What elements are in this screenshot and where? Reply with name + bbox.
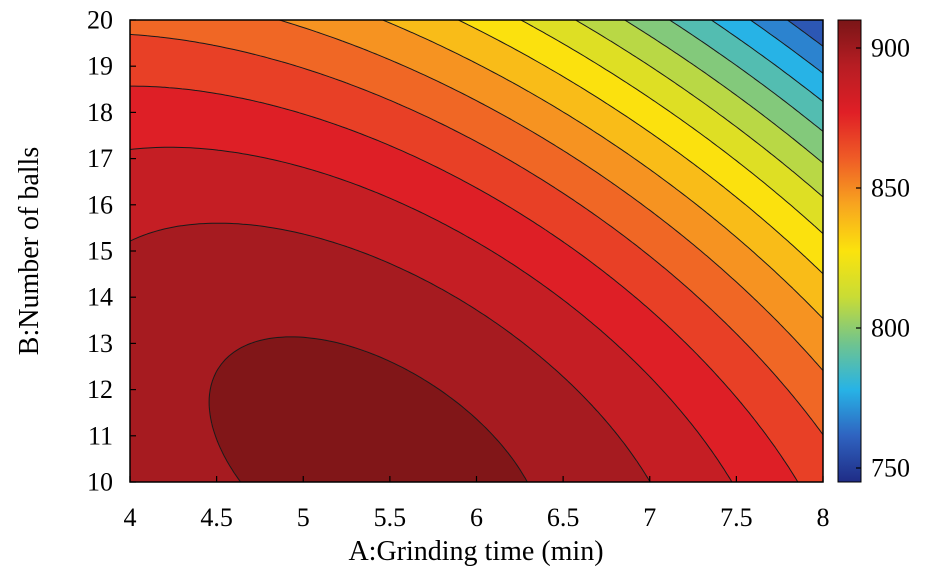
y-tick-label: 13	[87, 329, 113, 358]
x-tick-label: 5.5	[374, 503, 407, 532]
x-tick-label: 6	[470, 503, 483, 532]
x-tick-label: 7.5	[720, 503, 753, 532]
x-tick-label: 5	[297, 503, 310, 532]
x-tick-label: 7	[643, 503, 656, 532]
y-axis: 10 11 12 13 14 15 16 17 18 19 20	[87, 6, 136, 497]
y-tick-label: 18	[87, 98, 113, 127]
colorbar-ticks: 750 800 850 900	[856, 34, 910, 483]
y-tick-label: 16	[87, 190, 113, 219]
y-tick-label: 20	[87, 6, 113, 35]
x-tick-label: 8	[817, 503, 830, 532]
y-tick-label: 11	[88, 421, 113, 450]
colorbar-tick-label: 800	[871, 314, 910, 343]
x-axis: 4 4.5 5 5.5 6 6.5 7 7.5 8	[124, 476, 830, 532]
y-tick-label: 17	[87, 144, 113, 173]
x-tick-label: 6.5	[547, 503, 580, 532]
y-tick-label: 19	[87, 52, 113, 81]
colorbar-tick-label: 750	[871, 454, 910, 483]
y-tick-label: 14	[87, 283, 113, 312]
colorbar-tick-label: 900	[871, 34, 910, 63]
heatmap-surface	[130, 20, 823, 482]
x-axis-title: A:Grinding time (min)	[348, 536, 603, 567]
y-tick-label: 15	[87, 237, 113, 266]
y-tick-label: 10	[87, 468, 113, 497]
colorbar	[838, 20, 861, 482]
x-tick-label: 4	[124, 503, 137, 532]
y-axis-title: B:Number of balls	[14, 147, 45, 355]
colorbar-tick-label: 850	[871, 174, 910, 203]
y-tick-label: 12	[87, 375, 113, 404]
x-tick-label: 4.5	[200, 503, 233, 532]
plot-area	[130, 20, 823, 482]
